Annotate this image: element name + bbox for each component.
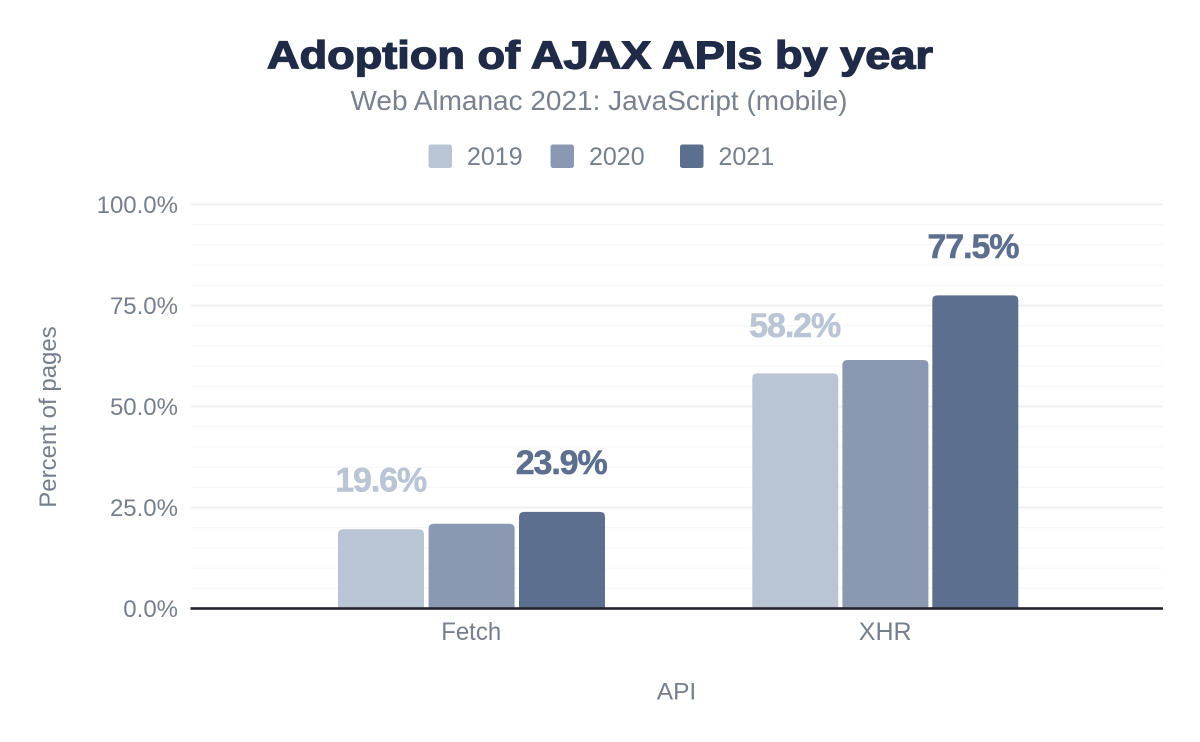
svg-text:Adoption of AJAX APIs by year: Adoption of AJAX APIs by year	[267, 34, 933, 77]
svg-text:API: API	[657, 679, 697, 706]
svg-text:25.0%: 25.0%	[110, 495, 178, 522]
svg-text:Percent of pages: Percent of pages	[35, 326, 62, 507]
svg-text:23.9%: 23.9%	[516, 444, 608, 482]
svg-text:XHR: XHR	[859, 618, 912, 646]
svg-text:19.6%: 19.6%	[335, 461, 427, 499]
svg-text:0.0%: 0.0%	[123, 596, 178, 623]
svg-text:2020: 2020	[589, 143, 645, 171]
svg-text:Fetch: Fetch	[441, 618, 501, 646]
svg-text:2021: 2021	[719, 143, 775, 171]
svg-text:77.5%: 77.5%	[928, 228, 1020, 266]
svg-text:58.2%: 58.2%	[749, 307, 841, 345]
svg-text:2019: 2019	[467, 143, 523, 171]
svg-text:100.0%: 100.0%	[97, 192, 178, 219]
svg-text:75.0%: 75.0%	[110, 293, 178, 320]
svg-text:50.0%: 50.0%	[110, 394, 178, 421]
svg-text:Web Almanac 2021: JavaScript (: Web Almanac 2021: JavaScript (mobile)	[351, 85, 848, 116]
